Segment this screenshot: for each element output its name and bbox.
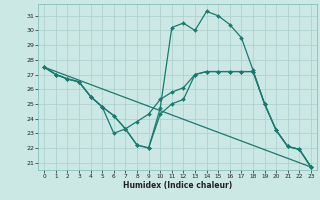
X-axis label: Humidex (Indice chaleur): Humidex (Indice chaleur) [123,181,232,190]
